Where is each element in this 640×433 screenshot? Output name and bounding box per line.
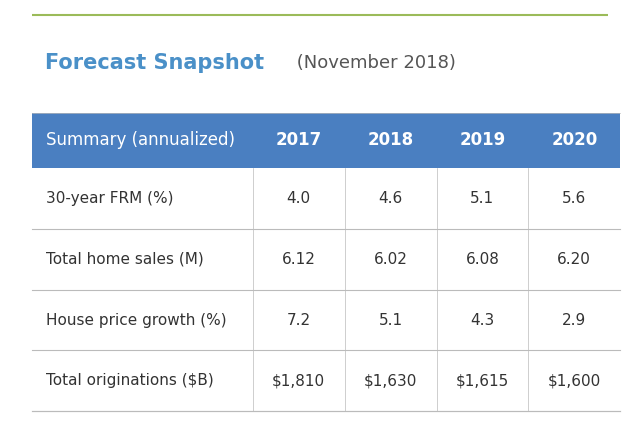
Text: Total originations ($B): Total originations ($B) xyxy=(46,373,214,388)
Text: Forecast Snapshot: Forecast Snapshot xyxy=(45,53,264,73)
Text: 5.1: 5.1 xyxy=(470,191,495,206)
Text: 4.6: 4.6 xyxy=(378,191,403,206)
Text: 7.2: 7.2 xyxy=(287,313,311,327)
Text: 6.12: 6.12 xyxy=(282,252,316,267)
Text: 2017: 2017 xyxy=(276,131,322,149)
Text: 2020: 2020 xyxy=(551,131,597,149)
Text: 5.1: 5.1 xyxy=(378,313,403,327)
Text: 5.6: 5.6 xyxy=(562,191,586,206)
Text: 4.0: 4.0 xyxy=(287,191,311,206)
Text: 2.9: 2.9 xyxy=(562,313,586,327)
Text: 2018: 2018 xyxy=(367,131,413,149)
Text: $1,600: $1,600 xyxy=(548,373,601,388)
Text: (November 2018): (November 2018) xyxy=(291,54,456,72)
Text: 6.08: 6.08 xyxy=(465,252,499,267)
Text: 30-year FRM (%): 30-year FRM (%) xyxy=(46,191,173,206)
Text: $1,630: $1,630 xyxy=(364,373,417,388)
Text: 2019: 2019 xyxy=(460,131,506,149)
Text: 6.20: 6.20 xyxy=(557,252,591,267)
Text: $1,615: $1,615 xyxy=(456,373,509,388)
Text: House price growth (%): House price growth (%) xyxy=(46,313,227,327)
Text: 6.02: 6.02 xyxy=(374,252,408,267)
Text: 4.3: 4.3 xyxy=(470,313,495,327)
Text: $1,810: $1,810 xyxy=(272,373,325,388)
Text: Summary (annualized): Summary (annualized) xyxy=(46,131,235,149)
Text: Total home sales (M): Total home sales (M) xyxy=(46,252,204,267)
